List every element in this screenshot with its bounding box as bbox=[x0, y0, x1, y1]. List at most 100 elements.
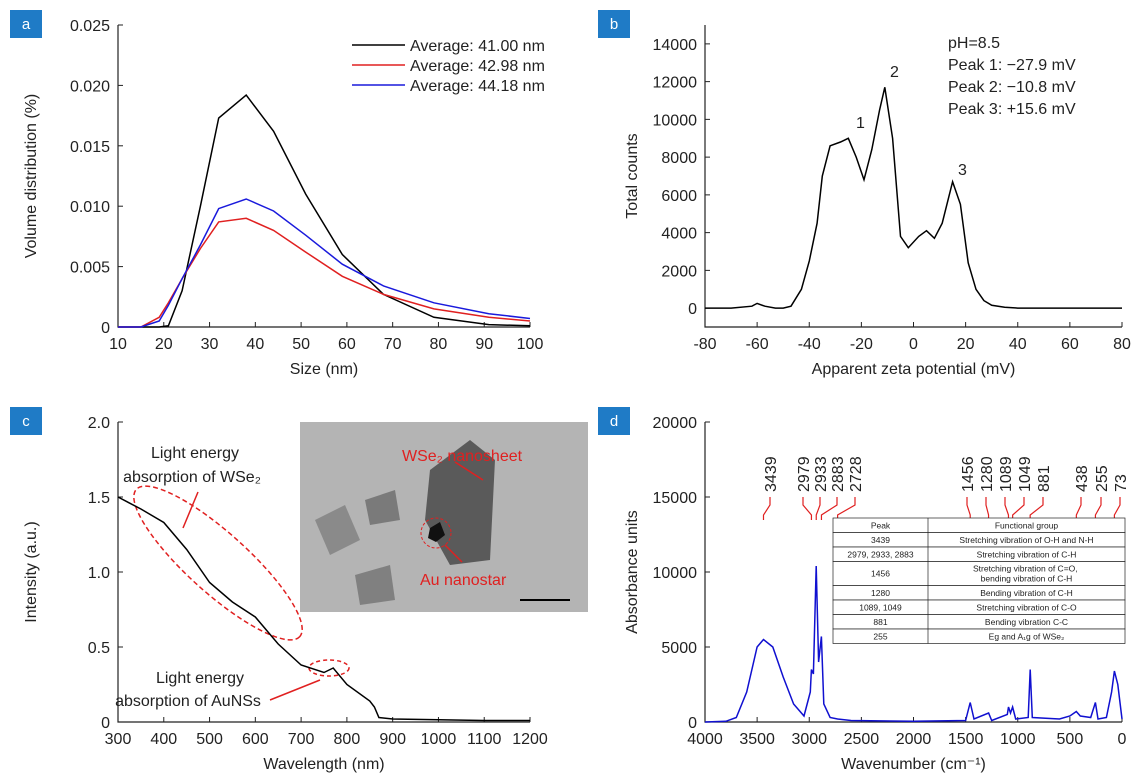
annotation: WSe₂ nanosheet bbox=[402, 448, 523, 465]
y-tick-label: 0.5 bbox=[88, 640, 110, 657]
peak-connector bbox=[815, 497, 821, 520]
x-tick-label: 20 bbox=[155, 336, 173, 353]
legend-label: Average: 44.18 nm bbox=[410, 78, 545, 95]
peak-connector bbox=[1094, 497, 1102, 520]
x-tick-label: 700 bbox=[288, 731, 315, 748]
annotation: absorption of AuNSs bbox=[115, 693, 261, 710]
peak-label: 2883 bbox=[830, 456, 847, 492]
peak-connector bbox=[1029, 497, 1044, 520]
y-axis-label: Total counts bbox=[624, 133, 641, 218]
peak-label: 1456 bbox=[960, 456, 977, 492]
peak-label: 3439 bbox=[763, 456, 780, 492]
annotation: 2 bbox=[890, 64, 899, 81]
data-line bbox=[118, 94, 531, 328]
table: Peak Functional group 3439 Stretching vibra… bbox=[832, 517, 1126, 644]
y-tick-label: 0.005 bbox=[70, 260, 110, 277]
y-tick-label: 0 bbox=[101, 320, 110, 337]
x-tick-label: 80 bbox=[1113, 336, 1131, 353]
annotation: Au nanostar bbox=[420, 572, 507, 589]
x-tick-label: 40 bbox=[1009, 336, 1027, 353]
inset-image bbox=[300, 422, 588, 612]
x-tick-label: -40 bbox=[798, 336, 821, 353]
x-tick-label: 50 bbox=[292, 336, 310, 353]
x-tick-label: 2000 bbox=[896, 731, 932, 748]
y-tick-label: 6000 bbox=[661, 188, 697, 205]
table-cell: 1089, 1049 bbox=[859, 602, 902, 612]
table-cell: 881 bbox=[873, 617, 887, 627]
y-tick-label: 4000 bbox=[661, 226, 697, 243]
x-tick-label: 20 bbox=[957, 336, 975, 353]
peak-label: 1049 bbox=[1017, 456, 1034, 492]
panel-label-box bbox=[598, 407, 630, 435]
x-tick-label: 1000 bbox=[1000, 731, 1036, 748]
y-tick-label: 5000 bbox=[661, 640, 697, 657]
x-axis-label: Wavenumber (cm⁻¹) bbox=[841, 756, 986, 773]
annotation: Peak 3: +15.6 mV bbox=[948, 101, 1076, 118]
panel-label: c bbox=[22, 413, 30, 430]
peak-connector bbox=[820, 497, 838, 520]
y-tick-label: 10000 bbox=[653, 565, 698, 582]
x-axis-label: Apparent zeta potential (mV) bbox=[812, 361, 1016, 378]
table-cell: Eg and A₁g of WSe₂ bbox=[989, 631, 1065, 641]
x-tick-label: -60 bbox=[746, 336, 769, 353]
x-tick-label: 1200 bbox=[512, 731, 548, 748]
y-tick-label: 1.0 bbox=[88, 565, 110, 582]
y-tick-label: 2.0 bbox=[88, 415, 110, 432]
table-row bbox=[832, 561, 1126, 586]
annotation: Peak 2: −10.8 mV bbox=[948, 79, 1076, 96]
table-cell: Stretching vibration of C-O bbox=[976, 602, 1077, 612]
peak-connector bbox=[1012, 497, 1025, 520]
y-tick-label: 10000 bbox=[653, 112, 698, 129]
data-line bbox=[117, 496, 530, 722]
table-cell: Bending vibration C-C bbox=[985, 617, 1068, 627]
peak-label: 1280 bbox=[979, 456, 996, 492]
x-tick-label: 90 bbox=[475, 336, 493, 353]
data-line bbox=[705, 87, 1122, 309]
table-cell: 1280 bbox=[871, 588, 890, 598]
x-tick-label: 900 bbox=[379, 731, 406, 748]
x-tick-label: 60 bbox=[338, 336, 356, 353]
peak-connector bbox=[1113, 497, 1121, 520]
x-tick-label: 1000 bbox=[421, 731, 457, 748]
data-line bbox=[118, 198, 531, 328]
x-tick-label: 4000 bbox=[687, 731, 723, 748]
y-tick-label: 15000 bbox=[653, 490, 698, 507]
y-axis-label: Volume distribution (%) bbox=[23, 94, 40, 259]
y-tick-label: 1.5 bbox=[88, 490, 110, 507]
x-axis-label: Size (nm) bbox=[290, 361, 358, 378]
x-tick-label: -80 bbox=[693, 336, 716, 353]
x-tick-label: 1100 bbox=[467, 731, 502, 748]
peak-label: 2933 bbox=[813, 456, 830, 492]
annotation: Light energy bbox=[156, 670, 244, 687]
table-cell: Peak bbox=[871, 520, 891, 530]
x-tick-label: 30 bbox=[201, 336, 219, 353]
peak-label: 1089 bbox=[998, 456, 1015, 492]
x-tick-label: 40 bbox=[246, 336, 264, 353]
table-cell: 1456 bbox=[871, 569, 890, 579]
x-tick-label: 300 bbox=[105, 731, 132, 748]
legend-label: Average: 41.00 nm bbox=[410, 38, 545, 55]
table-cell: 2979, 2933, 2883 bbox=[847, 549, 913, 559]
y-tick-label: 0.020 bbox=[70, 78, 110, 95]
x-tick-label: 3000 bbox=[791, 731, 827, 748]
x-tick-label: 0 bbox=[909, 336, 918, 353]
table-cell: Functional group bbox=[995, 520, 1059, 530]
x-tick-label: -20 bbox=[850, 336, 873, 353]
y-tick-label: 14000 bbox=[653, 37, 698, 54]
peak-connector bbox=[1075, 497, 1082, 520]
x-tick-label: 3500 bbox=[739, 731, 775, 748]
panel-label: b bbox=[610, 16, 618, 33]
data-line bbox=[704, 565, 1123, 723]
annotation: 1 bbox=[856, 115, 865, 132]
peak-label: 2728 bbox=[848, 456, 865, 492]
x-tick-label: 100 bbox=[517, 336, 544, 353]
peak-connector bbox=[837, 497, 856, 520]
x-tick-label: 70 bbox=[384, 336, 402, 353]
x-tick-label: 0 bbox=[1118, 731, 1127, 748]
x-axis-label: Wavelength (nm) bbox=[263, 756, 384, 773]
annotation: Peak 1: −27.9 mV bbox=[948, 57, 1076, 74]
annotation: pH=8.5 bbox=[948, 35, 1000, 52]
x-tick-label: 800 bbox=[334, 731, 361, 748]
peak-connector bbox=[1004, 497, 1010, 520]
